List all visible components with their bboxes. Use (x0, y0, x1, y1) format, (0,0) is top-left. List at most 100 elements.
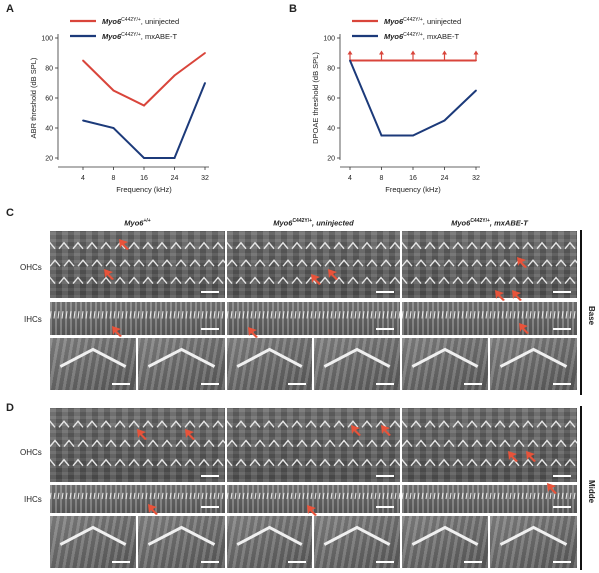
stereocilia-row (402, 439, 577, 447)
data-point (349, 59, 351, 62)
x-tick-label: 24 (171, 175, 179, 182)
data-point (204, 82, 206, 84)
bundle-shape (59, 525, 127, 546)
above-limit-arrowhead (347, 50, 353, 55)
stereocilia-row (227, 420, 400, 428)
ohc-sem-image (227, 231, 400, 298)
bundle-shape (323, 525, 391, 546)
y-tick-label: 80 (327, 66, 335, 73)
bundle-shape (499, 347, 568, 368)
scale-bar (201, 475, 219, 477)
dpoae-threshold-chart: 20 40 60 80 100 4 8 16 24 32 Frequency (kHz) DPOAE … (311, 17, 480, 194)
above-limit-arrowhead (410, 50, 416, 55)
ohc-zoom-image (138, 338, 225, 390)
ihc-sem-image (402, 302, 577, 335)
y-tick-label: 20 (327, 156, 335, 163)
zoomed-bundle (499, 347, 568, 368)
ohc-sem-image (402, 231, 577, 298)
data-point (380, 134, 383, 137)
scale-bar (201, 506, 219, 508)
panel-d-label: D (6, 402, 14, 414)
hair-bundle-rows (227, 420, 400, 467)
side-bar (580, 406, 582, 570)
series-line-treated (349, 60, 477, 137)
ihc-zoom-image (50, 338, 136, 390)
row-label-ohcs: OHCs (20, 448, 42, 457)
x-axis-label: Frequency (kHz) (116, 185, 172, 194)
red-arrow-marker (508, 451, 518, 462)
x-tick-label: 8 (112, 175, 116, 182)
ihc-stereocilia (227, 311, 400, 319)
ohc-zoom-image (314, 338, 400, 390)
stereocilia-row (50, 420, 224, 428)
ihc-sem-image (50, 485, 225, 513)
ohc-sem-image (227, 408, 400, 482)
data-point (82, 119, 84, 122)
y-tick-label: 100 (323, 36, 335, 43)
stereocilia-row (50, 259, 225, 267)
scale-bar (553, 475, 571, 477)
x-tick-label: 4 (81, 175, 85, 182)
zoomed-bundle (236, 525, 303, 546)
red-arrow-marker (148, 504, 158, 515)
red-arrow-marker (351, 425, 361, 436)
zoomed-bundle (323, 347, 391, 368)
stereocilia-row (50, 439, 225, 447)
legend-label: Myo6C442Y/+, mxABE-T (102, 32, 177, 41)
bundle-shape (147, 347, 216, 368)
hair-bundle-rows (227, 241, 400, 285)
x-tick-label: 24 (441, 175, 449, 182)
y-tick-label: 60 (45, 96, 53, 103)
scale-bar (376, 383, 394, 385)
y-axis-label: ABR threshold (dB SPL) (29, 57, 38, 138)
red-arrow-marker (381, 425, 391, 436)
ihc-bundle-row (227, 311, 400, 319)
ohc-sem-image (50, 231, 225, 298)
red-arrow-marker (526, 451, 536, 462)
bundle-shape (323, 347, 391, 368)
data-point (112, 89, 115, 92)
panel-b-label: B (289, 3, 297, 15)
ohc-sem-image (50, 408, 225, 482)
red-arrow-marker (517, 257, 527, 268)
ihc-stereocilia (50, 311, 224, 319)
col-title-wildtype: Myo6+/+ (124, 218, 151, 228)
scale-bar (553, 561, 571, 563)
series-line-treated (82, 82, 206, 159)
row-label-ihcs: IHCs (24, 315, 42, 324)
legend-label: Myo6C442Y/+, uninjected (102, 17, 179, 26)
stereocilia-row (402, 420, 576, 428)
ihc-stereocilia (50, 492, 224, 500)
data-point (204, 52, 206, 54)
scale-bar (201, 383, 219, 385)
side-label-middle: Midde (587, 480, 596, 504)
ohc-sem-image (402, 408, 577, 482)
red-arrow-marker (248, 327, 258, 338)
scale-bar (201, 291, 219, 293)
ihc-zoom-image (227, 516, 312, 568)
above-limit-arrowhead (473, 50, 479, 55)
bundle-shape (499, 525, 568, 546)
ihc-zoom-image (227, 338, 312, 390)
data-point (173, 74, 176, 77)
side-bar (580, 230, 582, 395)
stereocilia-row (50, 241, 224, 250)
ihc-zoom-image (402, 516, 488, 568)
y-tick-label: 80 (45, 66, 53, 73)
red-arrow-marker (119, 239, 129, 250)
panel-d: OHCs IHCs Midde (0, 402, 599, 573)
ihc-sem-image (227, 302, 400, 335)
bundle-shape (59, 347, 127, 368)
scale-bar (376, 506, 394, 508)
row-label-ihcs: IHCs (24, 495, 42, 504)
panel-a-label: A (6, 3, 14, 15)
scale-bar (288, 383, 306, 385)
zoomed-bundle (323, 525, 391, 546)
red-arrow-marker (307, 505, 317, 516)
stereocilia-row (227, 458, 400, 467)
scale-bar (553, 291, 571, 293)
data-point (112, 127, 115, 129)
stereocilia-row (50, 276, 224, 285)
red-arrow-marker (112, 326, 122, 337)
y-tick-label: 40 (327, 126, 335, 133)
